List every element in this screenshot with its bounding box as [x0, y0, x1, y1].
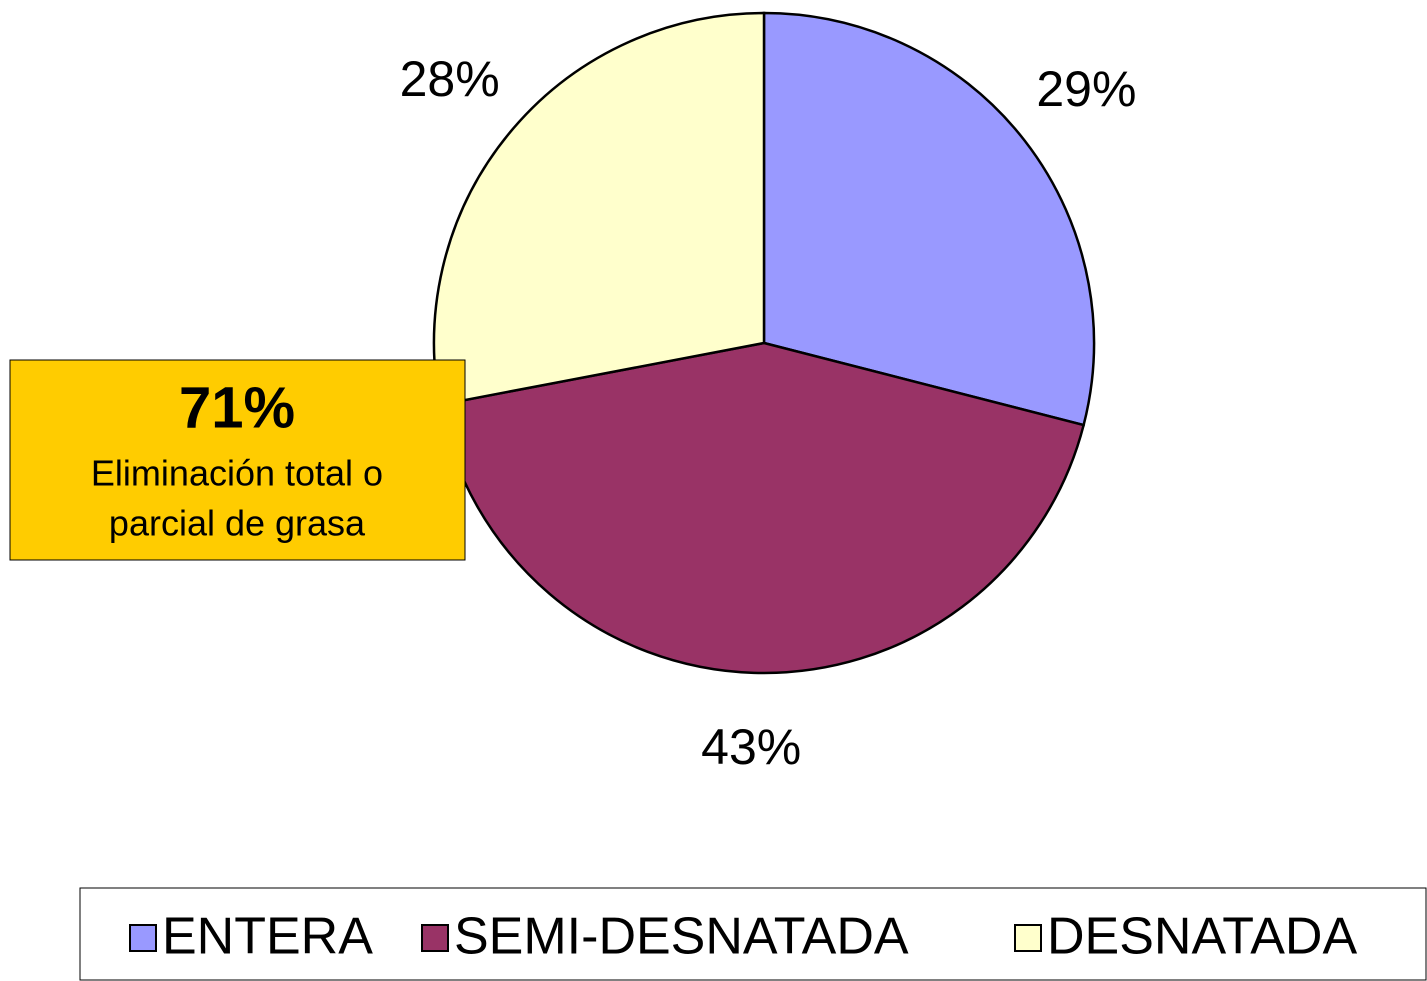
- legend-swatch: [421, 924, 449, 952]
- legend-swatch: [1014, 924, 1042, 952]
- pie-slice: [762, 11, 1096, 427]
- legend-box: [79, 887, 1427, 981]
- legend-label: SEMI-DESNATADA: [454, 908, 909, 966]
- annotation-text: parcial de grasa: [109, 503, 366, 544]
- annotation-text: Eliminación total o: [91, 453, 383, 494]
- pie-slice: [438, 341, 1086, 675]
- annotation-box: [9, 359, 466, 561]
- legend-label: ENTERA: [162, 908, 373, 966]
- legend-label: DESNATADA: [1047, 908, 1357, 966]
- pie-slice: [432, 11, 766, 407]
- data-label: 29%: [1036, 61, 1136, 117]
- annotation-title: 71%: [179, 375, 295, 440]
- data-label: 43%: [701, 719, 801, 775]
- legend-swatch: [129, 924, 157, 952]
- data-label: 28%: [400, 51, 500, 107]
